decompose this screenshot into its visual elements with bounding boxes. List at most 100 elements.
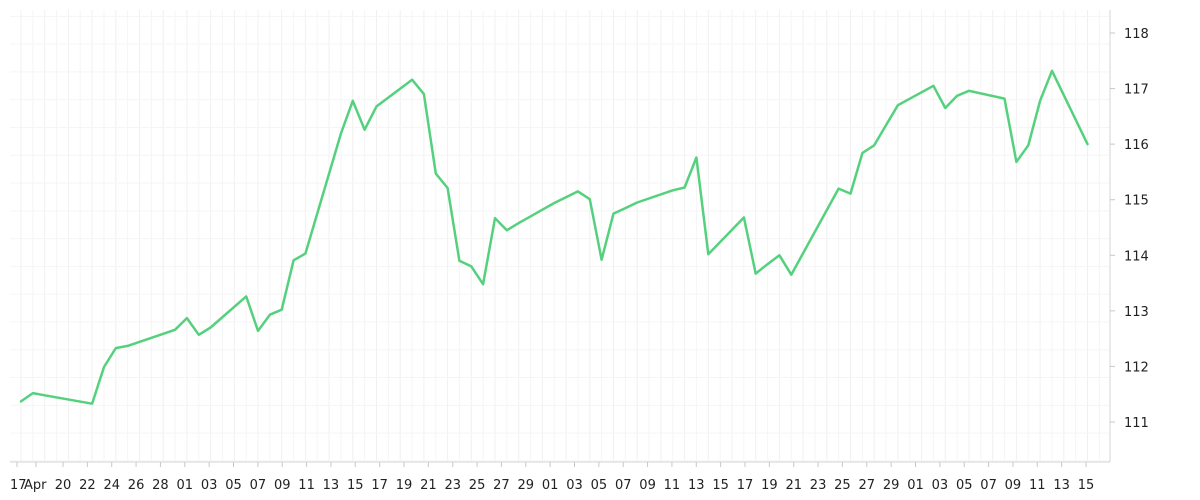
data-point bbox=[457, 259, 461, 263]
data-point bbox=[694, 156, 698, 160]
data-point bbox=[31, 391, 35, 395]
data-point bbox=[623, 206, 627, 210]
x-tick-label: 05 bbox=[956, 478, 973, 493]
data-point bbox=[209, 326, 213, 330]
data-point bbox=[931, 84, 935, 88]
y-tick-label: 111 bbox=[1124, 416, 1149, 431]
data-point bbox=[872, 143, 876, 147]
data-point bbox=[185, 316, 189, 320]
data-point bbox=[114, 346, 118, 350]
data-point bbox=[410, 78, 414, 82]
data-point bbox=[446, 186, 450, 190]
x-tick-label: 22 bbox=[79, 478, 96, 493]
y-axis-ticks: 111 112 113 114 115 116 117 118 bbox=[1110, 27, 1149, 431]
x-tick-label: 24 bbox=[103, 478, 120, 493]
data-point bbox=[517, 221, 521, 225]
data-point bbox=[683, 186, 687, 190]
data-point bbox=[469, 264, 473, 268]
data-point bbox=[754, 272, 758, 276]
data-point bbox=[837, 187, 841, 191]
x-tick-label: 25 bbox=[469, 478, 486, 493]
data-point bbox=[955, 94, 959, 98]
data-point bbox=[588, 197, 592, 201]
data-point bbox=[896, 103, 900, 107]
y-tick-label: 112 bbox=[1124, 360, 1149, 375]
data-point bbox=[280, 308, 284, 312]
x-tick-label: 01 bbox=[907, 478, 924, 493]
x-tick-label: 15 bbox=[347, 478, 364, 493]
data-point bbox=[1014, 160, 1018, 164]
x-tick-label: 07 bbox=[980, 478, 997, 493]
x-tick-label: 21 bbox=[785, 478, 802, 493]
x-tick-label: 15 bbox=[1078, 478, 1095, 493]
data-point bbox=[351, 99, 355, 103]
data-point bbox=[540, 208, 544, 212]
x-tick-label: 15 bbox=[712, 478, 729, 493]
data-point bbox=[706, 252, 710, 256]
data-point bbox=[434, 172, 438, 176]
x-tick-label: 13 bbox=[323, 478, 340, 493]
x-tick-label: 13 bbox=[688, 478, 705, 493]
x-tick-label: 09 bbox=[639, 478, 656, 493]
x-tick-label: 19 bbox=[761, 478, 778, 493]
x-tick-label: 07 bbox=[250, 478, 267, 493]
y-tick-label: 117 bbox=[1124, 83, 1149, 98]
x-tick-label: 20 bbox=[55, 478, 72, 493]
data-point bbox=[422, 92, 426, 96]
data-point bbox=[671, 188, 675, 192]
x-tick-label: 11 bbox=[664, 478, 681, 493]
data-point bbox=[1038, 99, 1042, 103]
x-tick-label: 23 bbox=[810, 478, 827, 493]
data-point bbox=[967, 89, 971, 93]
x-tick-label: 17 bbox=[371, 478, 388, 493]
data-point bbox=[612, 212, 616, 216]
x-tick-label: Apr bbox=[24, 478, 47, 493]
data-point bbox=[303, 252, 307, 256]
data-point bbox=[493, 216, 497, 220]
data-point bbox=[943, 106, 947, 110]
data-point bbox=[552, 201, 556, 205]
data-point bbox=[43, 393, 47, 397]
x-tick-label: 05 bbox=[225, 478, 242, 493]
x-tick-label: 23 bbox=[444, 478, 461, 493]
data-point bbox=[197, 333, 201, 337]
x-tick-label: 27 bbox=[859, 478, 876, 493]
x-tick-label: 21 bbox=[420, 478, 437, 493]
x-tick-label: 17 bbox=[10, 478, 27, 493]
x-tick-label: 09 bbox=[1005, 478, 1022, 493]
data-point bbox=[244, 294, 248, 298]
data-point bbox=[766, 262, 770, 266]
data-point bbox=[789, 273, 793, 277]
data-point bbox=[1050, 69, 1054, 73]
series-line bbox=[19, 69, 1089, 405]
data-point bbox=[576, 189, 580, 193]
x-tick-label: 26 bbox=[128, 478, 145, 493]
x-tick-label: 03 bbox=[566, 478, 583, 493]
data-point bbox=[126, 344, 130, 348]
data-point bbox=[884, 123, 888, 127]
y-tick-label: 114 bbox=[1124, 249, 1149, 264]
series bbox=[19, 69, 1089, 406]
grid bbox=[10, 10, 1110, 462]
data-point bbox=[173, 328, 177, 332]
y-tick-label: 115 bbox=[1124, 194, 1149, 209]
x-tick-label: 01 bbox=[542, 478, 559, 493]
x-tick-label: 19 bbox=[396, 478, 413, 493]
data-point bbox=[600, 258, 604, 262]
y-tick-label: 118 bbox=[1124, 27, 1149, 42]
data-point bbox=[90, 402, 94, 406]
data-point bbox=[742, 216, 746, 220]
x-tick-label: 03 bbox=[201, 478, 218, 493]
data-point bbox=[1026, 143, 1030, 147]
data-point bbox=[292, 258, 296, 262]
data-point bbox=[860, 151, 864, 155]
x-tick-label: 01 bbox=[177, 478, 194, 493]
x-tick-label: 03 bbox=[932, 478, 949, 493]
x-tick-label: 11 bbox=[298, 478, 315, 493]
x-tick-label: 29 bbox=[518, 478, 535, 493]
data-point bbox=[363, 128, 367, 132]
x-tick-label: 07 bbox=[615, 478, 632, 493]
data-point bbox=[19, 399, 23, 403]
data-point bbox=[268, 313, 272, 317]
